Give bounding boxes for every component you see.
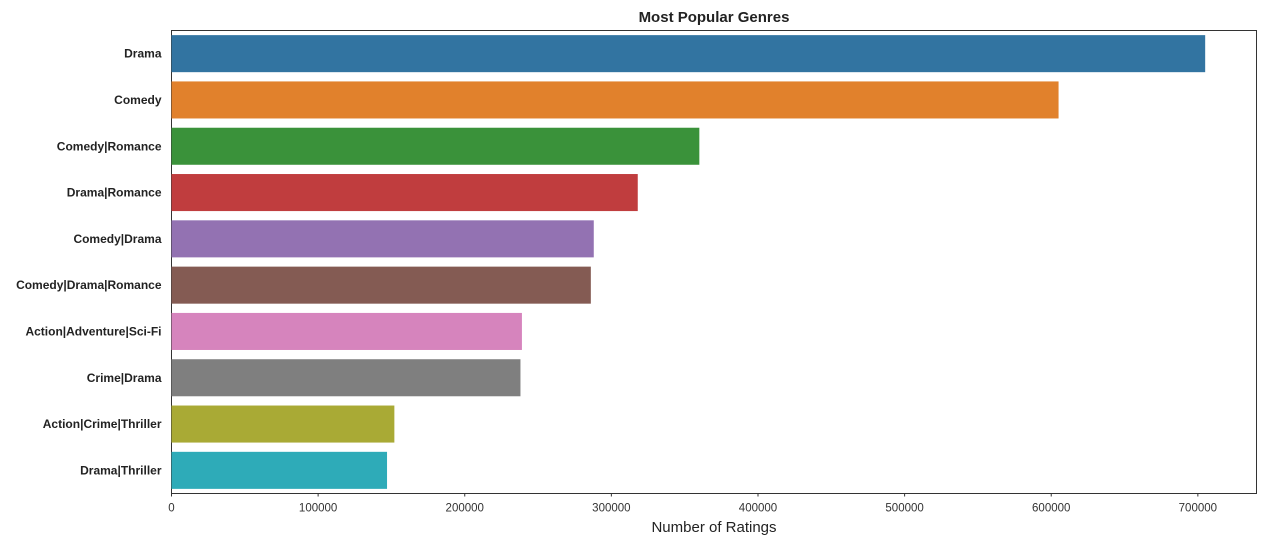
x-tick-label: 0 — [168, 503, 174, 515]
x-tick-label: 500000 — [885, 503, 923, 515]
x-tick-label: 700000 — [1179, 503, 1217, 515]
y-tick-label: Crime|Drama — [87, 371, 162, 385]
y-axis-labels: Drama Comedy Comedy|Romance Drama|Romance Co… — [16, 47, 162, 478]
x-axis-label: Number of Ratings — [651, 519, 776, 536]
bar-0 — [171, 35, 1206, 73]
bar-4 — [171, 220, 594, 258]
y-tick-label: Comedy|Drama|Romance — [16, 278, 162, 292]
x-tick-label: 100000 — [299, 503, 337, 515]
y-tick-label: Action|Crime|Thriller — [43, 417, 162, 431]
bar-8 — [171, 405, 395, 443]
bar-3 — [171, 174, 638, 212]
bars-group — [171, 35, 1206, 489]
y-tick-label: Drama|Thriller — [80, 463, 162, 477]
y-tick-label: Comedy — [114, 93, 162, 107]
chart-title: Most Popular Genres — [639, 9, 790, 26]
bar-9 — [171, 451, 388, 489]
x-axis-ticks: 0 100000 200000 300000 400000 500000 600000 700… — [168, 493, 1217, 515]
y-tick-label: Drama — [124, 47, 162, 61]
bar-6 — [171, 312, 522, 350]
plot-frame — [171, 30, 1257, 494]
x-tick-label: 600000 — [1032, 503, 1070, 515]
bar-5 — [171, 266, 591, 304]
x-tick-label: 200000 — [446, 503, 484, 515]
bar-7 — [171, 359, 521, 397]
x-tick-label: 300000 — [592, 503, 630, 515]
y-tick-label: Comedy|Romance — [57, 139, 162, 153]
y-tick-label: Action|Adventure|Sci-Fi — [25, 324, 161, 338]
y-tick-label: Drama|Romance — [67, 186, 162, 200]
x-tick-label: 400000 — [739, 503, 777, 515]
bar-1 — [171, 81, 1059, 119]
bar-2 — [171, 127, 700, 165]
y-tick-label: Comedy|Drama — [73, 232, 161, 246]
